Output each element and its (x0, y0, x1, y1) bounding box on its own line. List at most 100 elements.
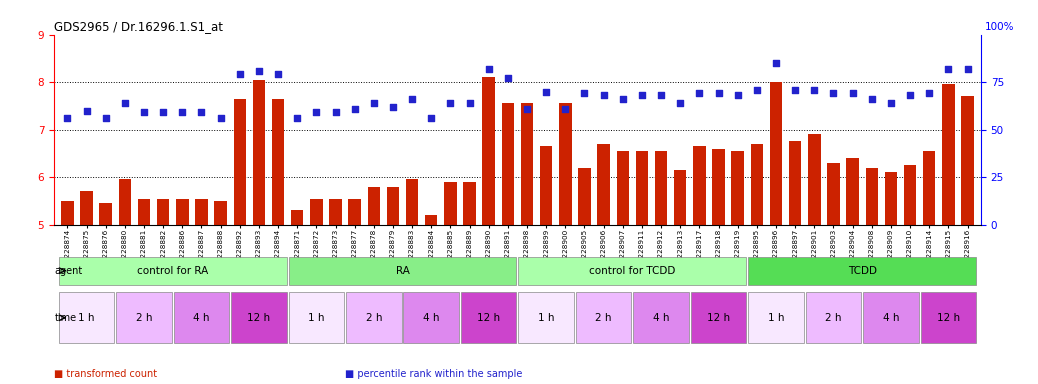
Bar (576, 292, 631, 343)
Bar (655, 151, 667, 225)
Bar (559, 103, 572, 225)
Point (614, 96, 631, 102)
Point (155, 109, 171, 116)
Point (231, 71, 248, 78)
Text: 1 h: 1 h (78, 313, 94, 323)
Bar (463, 182, 475, 225)
Bar (461, 292, 517, 343)
Bar (578, 168, 591, 225)
Point (461, 100, 477, 106)
Text: 100%: 100% (985, 22, 1014, 32)
Text: 12 h: 12 h (707, 313, 730, 323)
Bar (346, 292, 402, 343)
Bar (748, 292, 803, 343)
Bar (674, 170, 686, 225)
Text: 12 h: 12 h (247, 313, 271, 323)
Text: 1 h: 1 h (538, 313, 554, 323)
Point (825, 90, 842, 96)
Bar (291, 210, 303, 225)
Text: control for TCDD: control for TCDD (590, 266, 676, 276)
Point (691, 90, 708, 96)
Bar (444, 182, 457, 225)
Text: TCDD: TCDD (848, 266, 877, 276)
Bar (406, 179, 418, 225)
Bar (59, 292, 114, 343)
Point (882, 100, 899, 106)
Bar (635, 151, 648, 225)
Text: 2 h: 2 h (596, 313, 611, 323)
Point (385, 104, 402, 110)
Bar (234, 99, 246, 225)
Point (768, 60, 785, 66)
Text: ■ percentile rank within the sample: ■ percentile rank within the sample (345, 369, 522, 379)
Point (59, 115, 76, 121)
Point (519, 106, 536, 112)
Bar (272, 99, 284, 225)
Bar (540, 146, 552, 225)
Bar (329, 199, 342, 225)
Text: agent: agent (54, 266, 83, 276)
Bar (693, 146, 706, 225)
Point (672, 100, 688, 106)
Point (787, 87, 803, 93)
Bar (483, 77, 495, 225)
Bar (195, 199, 208, 225)
Point (250, 68, 267, 74)
Bar (961, 96, 974, 225)
Bar (176, 199, 189, 225)
Point (902, 92, 919, 98)
Text: control for RA: control for RA (137, 266, 209, 276)
Text: 4 h: 4 h (653, 313, 670, 323)
Point (710, 90, 727, 96)
Bar (770, 82, 783, 225)
Point (270, 71, 286, 78)
Point (653, 92, 670, 98)
Text: 12 h: 12 h (477, 313, 500, 323)
Bar (805, 292, 862, 343)
Point (289, 115, 305, 121)
Text: time: time (54, 313, 77, 323)
Bar (231, 292, 286, 343)
Point (538, 89, 554, 95)
Bar (310, 199, 323, 225)
Point (78, 108, 94, 114)
Bar (712, 149, 725, 225)
Text: 4 h: 4 h (424, 313, 439, 323)
Point (940, 66, 957, 72)
Point (327, 109, 344, 116)
Text: 4 h: 4 h (882, 313, 899, 323)
Bar (80, 191, 92, 225)
Bar (808, 134, 820, 225)
Point (499, 75, 516, 81)
Text: 1 h: 1 h (768, 313, 785, 323)
Point (921, 90, 937, 96)
Bar (518, 257, 746, 285)
Text: 12 h: 12 h (936, 313, 960, 323)
Bar (157, 199, 169, 225)
Point (557, 106, 574, 112)
Bar (617, 151, 629, 225)
Bar (173, 292, 229, 343)
Text: 1 h: 1 h (308, 313, 325, 323)
Bar (100, 203, 112, 225)
Bar (748, 257, 976, 285)
Point (596, 92, 612, 98)
Point (576, 90, 593, 96)
Bar (116, 292, 171, 343)
Point (864, 96, 880, 102)
Bar (61, 201, 74, 225)
Point (213, 115, 229, 121)
Bar (425, 215, 437, 225)
Bar (690, 292, 746, 343)
Point (404, 96, 420, 102)
Bar (789, 141, 801, 225)
Bar (349, 199, 361, 225)
Point (136, 109, 153, 116)
Bar (732, 151, 744, 225)
Text: ■ transformed count: ■ transformed count (54, 369, 157, 379)
Text: 2 h: 2 h (136, 313, 153, 323)
Text: 4 h: 4 h (193, 313, 210, 323)
Bar (252, 80, 265, 225)
Bar (904, 165, 917, 225)
Bar (367, 187, 380, 225)
